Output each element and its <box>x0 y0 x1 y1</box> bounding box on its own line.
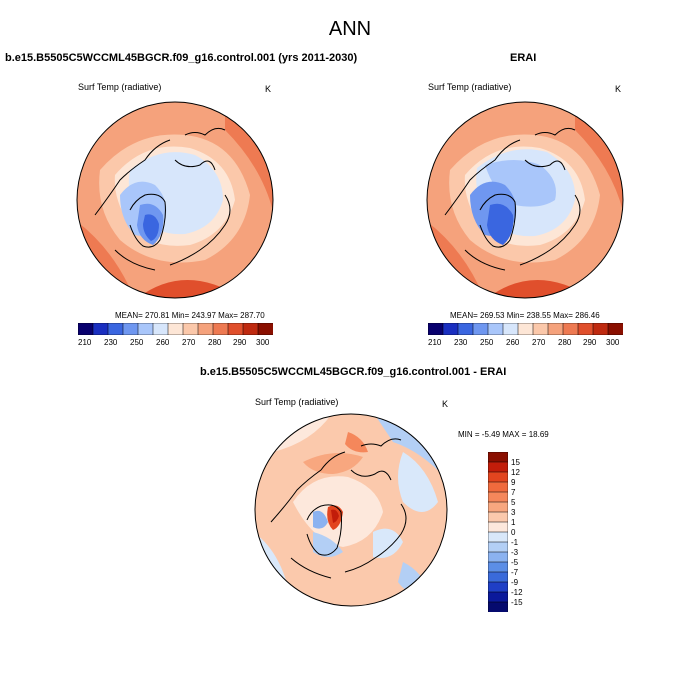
colorbar-swatch <box>488 491 508 503</box>
colorbar-swatch <box>488 531 508 543</box>
obs-units-label: K <box>615 84 622 94</box>
diff-colorbar-label: -7 <box>511 568 519 577</box>
diff-colorbar-label: 12 <box>511 468 520 477</box>
diff-units-label: K <box>442 399 449 409</box>
colorbar-swatch <box>488 452 508 463</box>
colorbar-swatch <box>488 591 508 603</box>
model-colorbar-label: 300 <box>256 338 270 347</box>
model-colorbar-label: 280 <box>208 338 222 347</box>
diff-colorbar-label: -5 <box>511 558 519 567</box>
colorbar-swatch <box>167 323 184 335</box>
colorbar-swatch <box>488 461 508 473</box>
colorbar-swatch <box>488 571 508 583</box>
diff-panel-title: b.e15.B5505C5WCCML45BGCR.f09_g16.control… <box>200 366 507 378</box>
colorbar-swatch <box>577 323 594 335</box>
diff-colorbar-label: -12 <box>511 588 523 597</box>
colorbar-swatch <box>428 323 444 335</box>
diff-colorbar-label: -15 <box>511 598 523 607</box>
colorbar-swatch <box>547 323 564 335</box>
colorbar-swatch <box>488 551 508 563</box>
colorbar-swatch <box>488 511 508 523</box>
colorbar-swatch <box>257 323 273 335</box>
colorbar-swatch <box>152 323 169 335</box>
obs-colorbar-label: 210 <box>428 338 442 347</box>
colorbar-swatch <box>472 323 489 335</box>
model-colorbar-label: 210 <box>78 338 92 347</box>
colorbar-swatch <box>212 323 229 335</box>
model-colorbar-label: 270 <box>182 338 196 347</box>
diff-variable-label: Surf Temp (radiative) <box>255 397 339 407</box>
colorbar-swatch <box>442 323 459 335</box>
colorbar-swatch <box>242 323 259 335</box>
model-units-label: K <box>265 84 272 94</box>
model-colorbar-labels: 210 230 250 260 270 280 290 300 <box>78 338 273 350</box>
colorbar-swatch <box>92 323 109 335</box>
colorbar-swatch <box>532 323 549 335</box>
obs-stats: MEAN= 269.53 Min= 238.55 Max= 286.46 <box>450 311 600 320</box>
colorbar-swatch <box>488 561 508 573</box>
diff-polar-map <box>254 413 448 607</box>
colorbar-swatch <box>562 323 579 335</box>
colorbar-swatch <box>488 501 508 513</box>
diff-colorbar-label: 3 <box>511 508 516 517</box>
obs-colorbar-label: 230 <box>454 338 468 347</box>
obs-colorbar-label: 260 <box>506 338 520 347</box>
colorbar-swatch <box>607 323 623 335</box>
diff-colorbar-label: 1 <box>511 518 516 527</box>
model-colorbar-label: 250 <box>130 338 144 347</box>
diff-colorbar-label: -1 <box>511 538 519 547</box>
diff-colorbar-label: -3 <box>511 548 519 557</box>
figure-title: ANN <box>328 18 372 40</box>
obs-colorbar <box>428 323 623 335</box>
colorbar-swatch <box>182 323 199 335</box>
colorbar-swatch <box>502 323 519 335</box>
obs-colorbar-label: 290 <box>583 338 597 347</box>
colorbar-swatch <box>78 323 94 335</box>
model-colorbar <box>78 323 273 335</box>
obs-colorbar-label: 280 <box>558 338 572 347</box>
diff-colorbar-labels: 15 12 9 7 5 3 1 0 -1 -3 -5 -7 -9 -12 -15 <box>511 452 541 612</box>
diff-colorbar-label: 0 <box>511 528 516 537</box>
colorbar-swatch <box>137 323 154 335</box>
colorbar-swatch <box>488 581 508 593</box>
diff-colorbar-label: 5 <box>511 498 516 507</box>
diff-colorbar-label: 9 <box>511 478 516 487</box>
colorbar-swatch <box>487 323 504 335</box>
model-panel-title: b.e15.B5505C5WCCML45BGCR.f09_g16.control… <box>5 52 358 64</box>
colorbar-swatch <box>197 323 214 335</box>
obs-colorbar-label: 250 <box>480 338 494 347</box>
obs-variable-label: Surf Temp (radiative) <box>428 82 512 92</box>
diff-colorbar-label: 7 <box>511 488 516 497</box>
model-polar-map <box>76 101 274 299</box>
diff-stats: MIN = -5.49 MAX = 18.69 <box>458 430 549 439</box>
colorbar-swatch <box>488 481 508 493</box>
obs-polar-map <box>426 101 624 299</box>
obs-colorbar-label: 300 <box>606 338 620 347</box>
colorbar-swatch <box>457 323 474 335</box>
colorbar-swatch <box>488 521 508 533</box>
colorbar-swatch <box>227 323 244 335</box>
obs-panel-title: ERAI <box>510 52 537 64</box>
model-variable-label: Surf Temp (radiative) <box>78 82 162 92</box>
model-colorbar-label: 260 <box>156 338 170 347</box>
obs-colorbar-labels: 210 230 250 260 270 280 290 300 <box>428 338 623 350</box>
colorbar-swatch <box>488 601 508 612</box>
colorbar-swatch <box>488 541 508 553</box>
model-colorbar-label: 230 <box>104 338 118 347</box>
diff-colorbar-label: -9 <box>511 578 519 587</box>
colorbar-swatch <box>592 323 609 335</box>
colorbar-swatch <box>488 471 508 483</box>
diff-colorbar-label: 15 <box>511 458 520 467</box>
diff-colorbar <box>488 452 508 612</box>
model-stats: MEAN= 270.81 Min= 243.97 Max= 287.70 <box>115 311 265 320</box>
colorbar-swatch <box>122 323 139 335</box>
colorbar-swatch <box>107 323 124 335</box>
colorbar-swatch <box>517 323 534 335</box>
obs-colorbar-label: 270 <box>532 338 546 347</box>
model-colorbar-label: 290 <box>233 338 247 347</box>
